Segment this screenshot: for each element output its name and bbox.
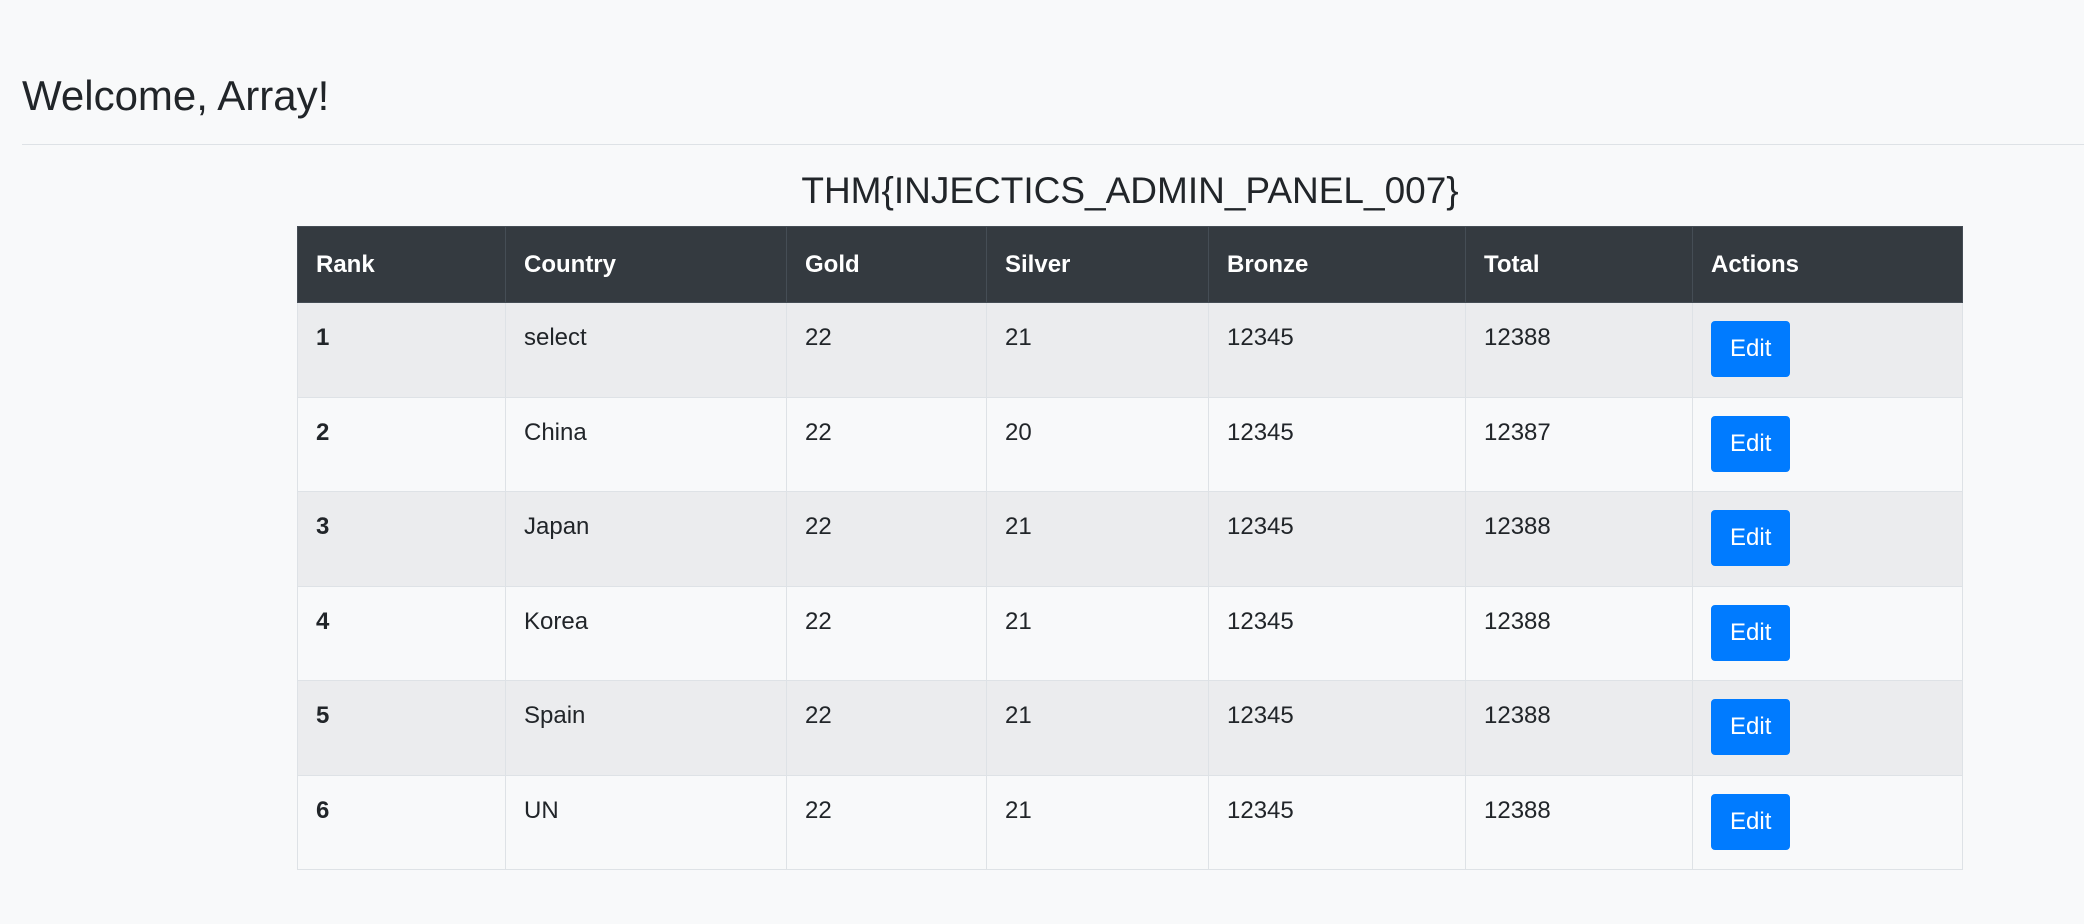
table-row: 4 Korea 22 21 12345 12388 Edit [297,585,1963,681]
silver-cell: 21 [986,585,1209,681]
country-cell: Korea [505,585,787,681]
column-header-actions: Actions [1692,226,1963,303]
silver-cell: 21 [986,491,1209,587]
edit-button[interactable]: Edit [1711,604,1791,661]
table-row: 5 Spain 22 21 12345 12388 Edit [297,680,1963,776]
welcome-heading: Welcome, Array! [22,72,330,119]
rank-cell: 4 [297,585,506,681]
silver-cell: 21 [986,680,1209,776]
rank-cell: 6 [297,774,506,870]
total-cell: 12388 [1465,680,1693,776]
actions-cell: Edit [1692,585,1963,681]
gold-cell: 22 [786,680,987,776]
gold-cell: 22 [786,491,987,587]
gold-cell: 22 [786,396,987,492]
bronze-cell: 12345 [1208,774,1466,870]
total-cell: 12388 [1465,774,1693,870]
gold-cell: 22 [786,302,987,398]
silver-cell: 20 [986,396,1209,492]
bronze-cell: 12345 [1208,396,1466,492]
table-header: Rank Country Gold Silver Bronze Total Ac… [297,226,1963,303]
table-row: 2 China 22 20 12345 12387 Edit [297,396,1963,492]
total-cell: 12387 [1465,396,1693,492]
actions-cell: Edit [1692,491,1963,587]
silver-cell: 21 [986,774,1209,870]
bronze-cell: 12345 [1208,585,1466,681]
rank-cell: 5 [297,680,506,776]
bronze-cell: 12345 [1208,302,1466,398]
gold-cell: 22 [786,774,987,870]
edit-button[interactable]: Edit [1711,793,1791,850]
edit-button[interactable]: Edit [1711,321,1791,377]
table-row: 6 UN 22 21 12345 12388 Edit [297,774,1963,870]
rank-cell: 3 [297,491,506,587]
column-header-silver: Silver [986,226,1209,303]
country-cell: select [505,302,787,398]
header-row: Rank Country Gold Silver Bronze Total Ac… [297,226,1963,303]
total-cell: 12388 [1465,491,1693,587]
silver-cell: 21 [986,302,1209,398]
total-cell: 12388 [1465,302,1693,398]
divider [22,144,2084,145]
country-cell: Japan [505,491,787,587]
actions-cell: Edit [1692,680,1963,776]
medal-table: Rank Country Gold Silver Bronze Total Ac… [297,226,1963,870]
column-header-bronze: Bronze [1208,226,1466,303]
column-header-rank: Rank [297,226,506,303]
column-header-country: Country [505,226,787,303]
column-header-gold: Gold [786,226,987,303]
edit-button[interactable]: Edit [1711,699,1791,755]
table-row: 1 select 22 21 12345 12388 Edit [297,302,1963,398]
flag-heading: THM{INJECTICS_ADMIN_PANEL_007} [801,170,1459,211]
gold-cell: 22 [786,585,987,681]
rank-cell: 2 [297,396,506,492]
table-body: 1 select 22 21 12345 12388 Edit 2 China … [297,302,1963,870]
rank-cell: 1 [297,302,506,398]
total-cell: 12388 [1465,585,1693,681]
country-cell: Spain [505,680,787,776]
edit-button[interactable]: Edit [1711,510,1791,566]
actions-cell: Edit [1692,302,1963,398]
bronze-cell: 12345 [1208,491,1466,587]
country-cell: China [505,396,787,492]
actions-cell: Edit [1692,396,1963,492]
column-header-total: Total [1465,226,1693,303]
country-cell: UN [505,774,787,870]
bronze-cell: 12345 [1208,680,1466,776]
edit-button[interactable]: Edit [1711,415,1791,472]
actions-cell: Edit [1692,774,1963,870]
table-row: 3 Japan 22 21 12345 12388 Edit [297,491,1963,587]
